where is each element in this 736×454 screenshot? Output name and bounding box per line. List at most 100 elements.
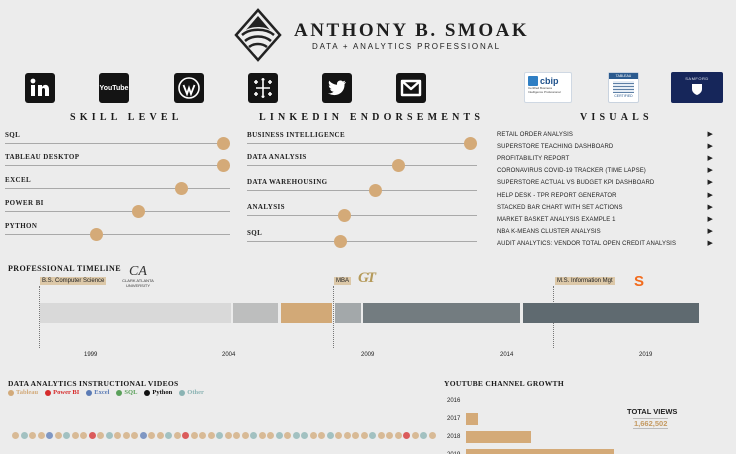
gmail-icon[interactable] xyxy=(396,73,426,103)
skill-track[interactable] xyxy=(5,205,230,218)
video-dot[interactable] xyxy=(267,432,274,439)
video-dot[interactable] xyxy=(139,432,147,439)
video-dot[interactable] xyxy=(46,432,53,439)
video-dot[interactable] xyxy=(199,432,206,439)
video-dot[interactable] xyxy=(29,432,36,439)
video-dot[interactable] xyxy=(292,432,300,439)
skill-track[interactable] xyxy=(5,137,230,150)
skill-knob[interactable] xyxy=(217,137,230,150)
video-dot[interactable] xyxy=(131,432,138,439)
timeline-segment[interactable] xyxy=(335,303,361,323)
video-dot[interactable] xyxy=(97,432,104,439)
skill-track[interactable] xyxy=(5,228,230,241)
skill-knob[interactable] xyxy=(175,182,188,195)
video-dot[interactable] xyxy=(71,432,79,439)
video-dot[interactable] xyxy=(114,432,121,439)
cbip-badge[interactable]: cbip Certified Business Intelligence Pro… xyxy=(524,72,572,103)
endorsement-knob[interactable] xyxy=(334,235,347,248)
visual-link[interactable]: MARKET BASKET ANALYSIS EXAMPLE 1 ▶ xyxy=(497,216,713,223)
video-dot[interactable] xyxy=(326,432,334,439)
video-dot[interactable] xyxy=(173,432,181,439)
video-dot[interactable] xyxy=(403,432,410,439)
video-dot[interactable] xyxy=(377,432,385,439)
legend-item[interactable]: Power BI xyxy=(45,389,79,396)
university-badge[interactable]: SAMFORD xyxy=(671,72,723,103)
youtube-growth-bar[interactable] xyxy=(466,431,531,443)
youtube-growth-bar[interactable] xyxy=(466,449,614,454)
video-dot[interactable] xyxy=(275,432,283,439)
visual-link[interactable]: SUPERSTORE TEACHING DASHBOARD ▶ xyxy=(497,143,713,150)
video-dot[interactable] xyxy=(284,432,291,439)
video-dot[interactable] xyxy=(12,432,19,439)
video-dot[interactable] xyxy=(250,432,257,439)
timeline-segment[interactable] xyxy=(40,303,231,323)
video-dot[interactable] xyxy=(20,432,28,439)
video-dot[interactable] xyxy=(156,432,164,439)
timeline-segment[interactable] xyxy=(523,303,699,323)
timeline-segment[interactable] xyxy=(233,303,278,323)
visual-link[interactable]: NBA K-MEANS CLUSTER ANALYSIS ▶ xyxy=(497,228,713,235)
video-dot[interactable] xyxy=(122,432,130,439)
legend-item[interactable]: SQL xyxy=(116,389,137,396)
visual-link[interactable]: STACKED BAR CHART WITH SET ACTIONS ▶ xyxy=(497,204,713,211)
legend-item[interactable]: Excel xyxy=(86,389,109,396)
legend-item[interactable]: Python xyxy=(144,389,172,396)
video-dot[interactable] xyxy=(411,432,419,439)
video-dot[interactable] xyxy=(63,432,70,439)
tableau-certified-badge[interactable]: TABLEAU CERTIFIED xyxy=(608,72,639,103)
visual-link[interactable]: SUPERSTORE ACTUAL VS BUDGET KPI DASHBOAR… xyxy=(497,179,713,186)
skill-knob[interactable] xyxy=(90,228,103,241)
legend-item[interactable]: Tableau xyxy=(8,389,38,396)
video-dot[interactable] xyxy=(343,432,351,439)
endorsement-knob[interactable] xyxy=(338,209,351,222)
video-dot[interactable] xyxy=(386,432,393,439)
video-dot[interactable] xyxy=(241,432,249,439)
visual-link[interactable]: RETAIL ORDER ANALYSIS ▶ xyxy=(497,131,713,138)
visual-link[interactable]: CORONAVIRUS COVID-19 TRACKER (TIME LAPSE… xyxy=(497,167,713,174)
video-dot[interactable] xyxy=(165,432,172,439)
linkedin-icon[interactable] xyxy=(25,73,55,103)
video-dot[interactable] xyxy=(335,432,342,439)
visual-link[interactable]: HELP DESK - TPR REPORT GENERATOR ▶ xyxy=(497,192,713,199)
visual-link[interactable]: PROFITABILITY REPORT ▶ xyxy=(497,155,713,162)
video-dot[interactable] xyxy=(182,432,189,439)
video-dot[interactable] xyxy=(148,432,155,439)
endorsement-knob[interactable] xyxy=(369,184,382,197)
endorsement-track[interactable] xyxy=(247,137,477,150)
timeline-segment[interactable] xyxy=(281,303,332,323)
video-dot[interactable] xyxy=(420,432,427,439)
video-dot[interactable] xyxy=(258,432,266,439)
video-dot[interactable] xyxy=(369,432,376,439)
video-dot[interactable] xyxy=(301,432,308,439)
skill-knob[interactable] xyxy=(132,205,145,218)
video-dot[interactable] xyxy=(190,432,198,439)
video-dot[interactable] xyxy=(37,432,45,439)
endorsement-track[interactable] xyxy=(247,235,477,248)
youtube-icon[interactable]: YouTube xyxy=(99,73,129,103)
video-dot[interactable] xyxy=(352,432,359,439)
endorsement-track[interactable] xyxy=(247,159,477,172)
video-dot[interactable] xyxy=(105,432,113,439)
youtube-growth-bar[interactable] xyxy=(466,413,478,425)
endorsement-knob[interactable] xyxy=(392,159,405,172)
wordpress-icon[interactable] xyxy=(174,73,204,103)
video-dot[interactable] xyxy=(394,432,402,439)
video-dot[interactable] xyxy=(360,432,368,439)
video-dot[interactable] xyxy=(80,432,87,439)
twitter-icon[interactable] xyxy=(322,73,352,103)
tableau-icon[interactable] xyxy=(248,73,278,103)
skill-knob[interactable] xyxy=(217,159,230,172)
video-dot[interactable] xyxy=(216,432,223,439)
skill-track[interactable] xyxy=(5,159,230,172)
skill-track[interactable] xyxy=(5,182,230,195)
legend-item[interactable]: Other xyxy=(179,389,204,396)
video-dot[interactable] xyxy=(224,432,232,439)
endorsement-track[interactable] xyxy=(247,209,477,222)
endorsement-track[interactable] xyxy=(247,184,477,197)
video-dot[interactable] xyxy=(88,432,96,439)
endorsement-knob[interactable] xyxy=(464,137,477,150)
timeline-segment[interactable] xyxy=(363,303,520,323)
video-dot[interactable] xyxy=(309,432,317,439)
visual-link[interactable]: AUDIT ANALYTICS: VENDOR TOTAL OPEN CREDI… xyxy=(497,240,713,247)
video-dot[interactable] xyxy=(233,432,240,439)
